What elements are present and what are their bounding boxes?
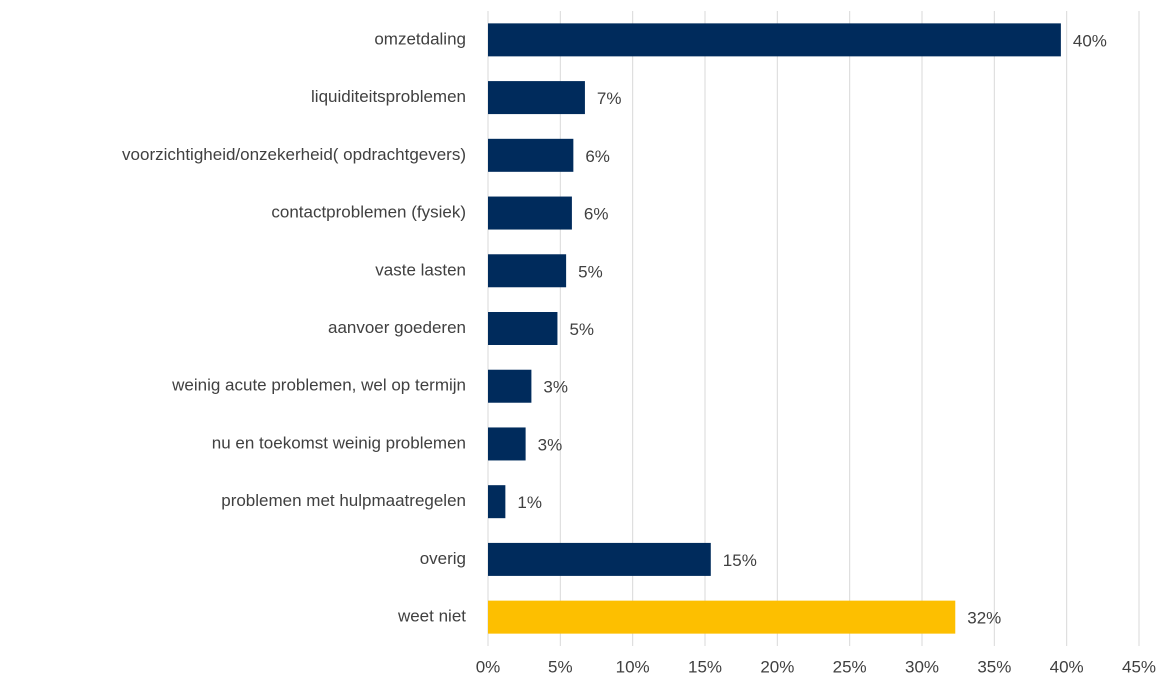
bar xyxy=(488,254,567,288)
x-tick-label: 20% xyxy=(760,657,794,676)
value-label: 40% xyxy=(1073,31,1107,50)
bar xyxy=(488,312,558,345)
bar xyxy=(488,369,532,403)
value-label: 6% xyxy=(584,205,609,224)
category-label: omzetdaling xyxy=(374,29,466,48)
category-label: liquiditeitsproblemen xyxy=(311,87,466,106)
category-label: weet niet xyxy=(397,607,466,626)
value-label: 3% xyxy=(538,435,563,454)
bar xyxy=(488,600,956,634)
bar xyxy=(488,196,572,230)
category-label: voorzichtigheid/onzekerheid( opdrachtgev… xyxy=(122,145,466,164)
bar xyxy=(488,427,526,461)
x-tick-label: 5% xyxy=(548,657,573,676)
bar xyxy=(488,81,585,115)
x-tick-label: 45% xyxy=(1122,657,1156,676)
category-label: problemen met hulpmaatregelen xyxy=(221,491,466,510)
value-label: 15% xyxy=(723,551,757,570)
x-tick-label: 10% xyxy=(616,657,650,676)
value-label: 5% xyxy=(569,320,594,339)
category-label: aanvoer goederen xyxy=(328,318,466,337)
x-tick-label: 0% xyxy=(476,657,501,676)
bar xyxy=(488,138,574,172)
category-label: weinig acute problemen, wel op termijn xyxy=(171,376,466,395)
x-tick-label: 25% xyxy=(833,657,867,676)
value-label: 6% xyxy=(585,147,610,166)
category-label: nu en toekomst weinig problemen xyxy=(212,433,466,452)
bar xyxy=(488,23,1061,57)
value-label: 7% xyxy=(597,89,622,108)
x-tick-label: 35% xyxy=(977,657,1011,676)
bar xyxy=(488,485,506,519)
value-label: 32% xyxy=(967,609,1001,628)
category-label: vaste lasten xyxy=(375,260,466,279)
bar xyxy=(488,542,711,576)
category-label: contactproblemen (fysiek) xyxy=(271,203,466,222)
x-tick-label: 40% xyxy=(1050,657,1084,676)
x-tick-label: 15% xyxy=(688,657,722,676)
value-label: 1% xyxy=(517,493,542,512)
x-tick-label: 30% xyxy=(905,657,939,676)
value-label: 5% xyxy=(578,262,603,281)
value-label: 3% xyxy=(543,378,568,397)
category-label: overig xyxy=(420,549,466,568)
